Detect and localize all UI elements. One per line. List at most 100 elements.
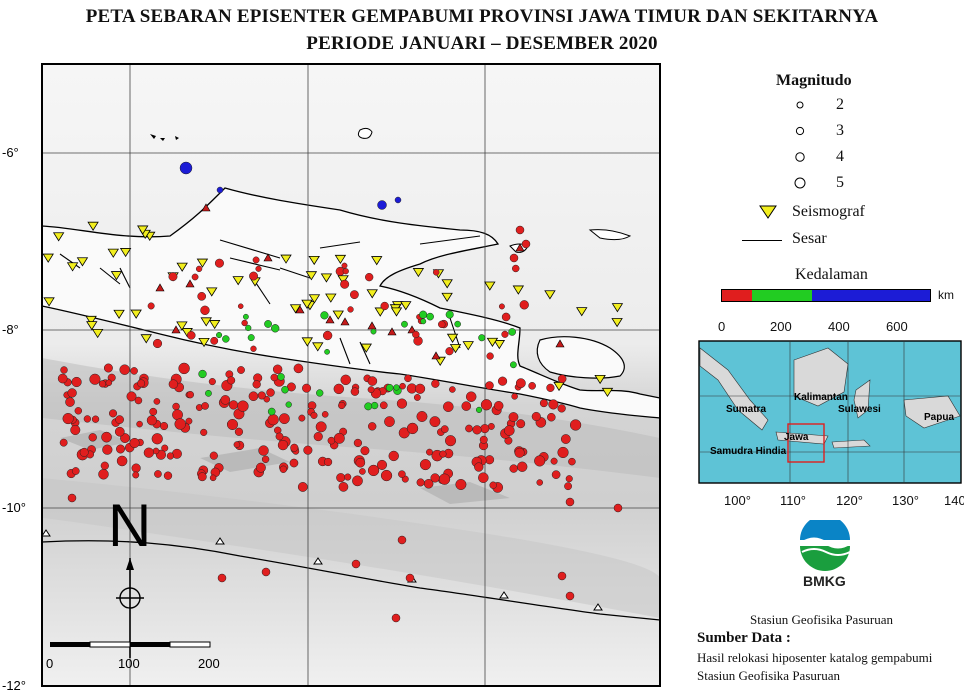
epicenter-shallow — [67, 493, 77, 503]
epicenter-shallow — [455, 479, 467, 490]
epicenter-shallow — [160, 422, 169, 431]
seismograph-marker — [66, 262, 79, 272]
epicenter-shallow — [461, 401, 472, 411]
epicenter-shallow — [536, 479, 543, 486]
epicenter-shallow — [270, 373, 279, 382]
epicenter-shallow — [565, 497, 575, 507]
epicenter-shallow — [550, 457, 558, 465]
epicenter-shallow — [557, 571, 567, 581]
epicenter-shallow — [367, 464, 380, 477]
epicenter-shallow — [83, 415, 91, 423]
seismograph-marker — [305, 271, 318, 281]
inset-lon-120: 120° — [836, 493, 863, 508]
seismograph-marker — [371, 256, 383, 266]
volcanoes — [155, 203, 565, 360]
north-label: N — [108, 492, 151, 559]
epicenter-shallow — [132, 471, 140, 479]
seismograph-marker — [308, 294, 321, 304]
epicenter-shallow — [565, 591, 575, 601]
epicenter-shallow — [174, 418, 186, 430]
legend-magnitude-5: 5 — [836, 174, 844, 191]
epicenter-shallow — [347, 306, 354, 313]
epicenter-shallow — [349, 290, 359, 300]
epicenter-shallow — [431, 379, 440, 388]
epicenter-shallow — [396, 398, 408, 409]
seismograph-marker — [400, 301, 412, 311]
epicenter-shallow — [379, 401, 388, 410]
epicenter-intermediate — [508, 328, 516, 336]
epicenter-shallow — [208, 378, 216, 386]
seismograph-marker — [493, 340, 506, 350]
epicenter-shallow — [497, 376, 508, 386]
epicenter-shallow — [220, 395, 231, 405]
epicenter-shallow — [426, 448, 433, 456]
epicenter-shallow — [209, 474, 217, 482]
epicenter-shallow — [503, 425, 515, 436]
epicenter-intermediate — [267, 407, 276, 416]
epicenter-intermediate — [426, 312, 434, 321]
epicenter-shallow — [438, 320, 446, 329]
epicenter-shallow — [278, 413, 290, 425]
epicenter-deep — [216, 186, 224, 194]
epicenter-shallow — [517, 461, 528, 472]
epicenter-shallow — [237, 303, 244, 309]
epicenter-shallow — [293, 363, 304, 374]
epicenter-shallow — [302, 383, 312, 393]
bmkg-logo: BMKG — [799, 520, 851, 589]
epicenter-shallow — [151, 433, 163, 445]
epicenter-intermediate — [245, 324, 252, 332]
inset-map[interactable]: Kalimantan Sumatra Sulawesi Papua Jawa S… — [698, 340, 964, 490]
epicenter-shallow — [353, 438, 363, 448]
epicenter-intermediate — [216, 332, 223, 339]
epicenter-shallow — [568, 457, 576, 466]
epicenter-shallow — [257, 391, 266, 400]
epicenter-intermediate — [316, 389, 324, 397]
epicenter-shallow — [443, 401, 454, 412]
epicenter-shallow — [323, 457, 333, 467]
epicenter-shallow — [515, 378, 526, 389]
north-arrow: N — [108, 492, 151, 658]
epicenter-shallow — [209, 451, 218, 460]
seismograph-marker — [366, 289, 378, 299]
station-name: Stasiun Geofisika Pasuruan — [750, 612, 893, 627]
epicenter-shallow — [557, 404, 566, 413]
epicenter-shallow — [228, 400, 239, 410]
epicenter-intermediate — [264, 320, 272, 328]
inset-lon-100: 100° — [724, 493, 751, 508]
epicenter-intermediate — [271, 324, 280, 333]
source-line1: Hasil relokasi hiposenter katalog gempab… — [697, 650, 933, 665]
epicenter-shallow — [412, 330, 420, 339]
epicenter-shallow — [303, 445, 313, 455]
epicenter-intermediate — [370, 401, 379, 410]
inset-study-area — [787, 423, 825, 463]
epicenter-shallow — [613, 503, 623, 513]
volcano-marker — [340, 317, 350, 326]
epicenter-shallow — [368, 422, 377, 431]
logo-text: BMKG — [803, 573, 846, 589]
epicenter-shallow — [261, 567, 271, 577]
epicenter-shallow — [322, 330, 333, 341]
epicenter-shallow — [71, 467, 80, 475]
volcano-marker — [185, 279, 195, 288]
epicenter-intermediate — [385, 383, 394, 392]
main-map[interactable]: -6° -8° -10° -12° N 0 100 200 — [0, 58, 690, 690]
depth-tick-600: 600 — [886, 319, 908, 334]
epicenter-intermediate — [281, 386, 289, 394]
depth-tick-400: 400 — [828, 319, 850, 334]
epicenter-shallow — [341, 262, 348, 269]
epicenter-shallow — [367, 386, 375, 394]
seismograph-marker — [374, 307, 386, 317]
epicenter-shallow — [548, 399, 559, 410]
seismograph-marker — [332, 310, 344, 320]
epicenter-shallow — [116, 444, 126, 454]
seismograph-marker — [301, 299, 313, 309]
seismograph-marker — [449, 344, 462, 354]
epicenter-shallow — [267, 414, 279, 426]
epicenter-shallow — [388, 450, 399, 462]
epicenter-shallow — [560, 434, 571, 444]
seismograph-marker — [113, 309, 125, 320]
seismograph-marker — [137, 225, 149, 235]
epicenter-shallow — [79, 447, 89, 457]
epicenter-shallow — [98, 469, 109, 480]
seismograph-marker — [176, 262, 188, 272]
